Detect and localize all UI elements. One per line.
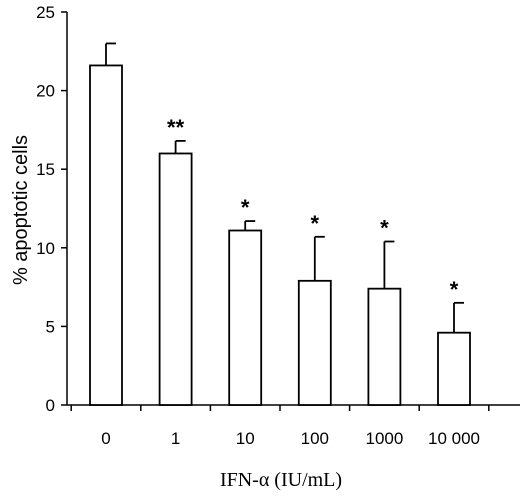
x-tick-label: 0	[101, 429, 110, 448]
y-tick-label: 25	[36, 3, 55, 22]
bar	[89, 64, 123, 406]
x-tick-label: 10 000	[428, 429, 480, 448]
x-tick-label: 100	[301, 429, 329, 448]
x-axis-label: IFN-α (IU/mL)	[220, 469, 342, 491]
y-tick-label: 15	[36, 160, 55, 179]
significance-marker: *	[450, 277, 459, 302]
y-tick-label: 0	[46, 396, 55, 415]
x-tick-label: 1000	[365, 429, 403, 448]
bar	[158, 152, 193, 406]
bar	[228, 229, 263, 406]
significance-marker: *	[311, 211, 320, 236]
y-tick-label: 5	[46, 317, 55, 336]
significance-marker: *	[241, 195, 250, 220]
x-tick-label: 1	[171, 429, 180, 448]
y-tick-label: 10	[36, 239, 55, 258]
y-axis-label: % apoptotic cells	[10, 135, 32, 285]
significance-marker: **	[167, 115, 185, 140]
significance-marker: *	[380, 216, 389, 241]
bar	[437, 331, 471, 406]
y-tick-label: 20	[36, 82, 55, 101]
x-tick-label: 10	[236, 429, 255, 448]
bar	[297, 279, 332, 406]
bar	[367, 287, 402, 406]
